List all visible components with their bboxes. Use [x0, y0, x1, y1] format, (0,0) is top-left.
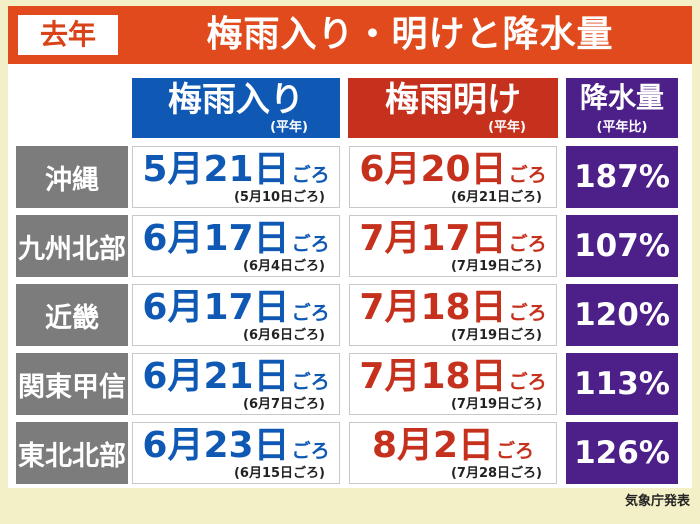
- rainy-start-date: 6月21日 ごろ: [142, 356, 330, 397]
- column-header-sub: (平年比): [596, 120, 648, 135]
- page-title: 梅雨入り・明けと降水量: [206, 14, 614, 55]
- column-header-sub: (平年): [270, 120, 308, 135]
- column-header-label: 梅雨明け: [385, 80, 521, 120]
- region-label-kanto-koshin: 関東甲信: [16, 353, 128, 415]
- region-label-tohoku-north: 東北北部: [16, 422, 128, 484]
- rainy-end-cell: 7月17日 ごろ (7月19日ごろ): [349, 215, 557, 277]
- rainy-end-date: 7月18日 ごろ: [359, 287, 547, 328]
- rainy-end-normal: (7月28日ごろ): [450, 466, 542, 481]
- rainy-start-normal: (6月6日ごろ): [243, 328, 325, 343]
- rainy-end-date: 7月18日 ごろ: [359, 356, 547, 397]
- region-label-kinki: 近畿: [16, 284, 128, 346]
- rainy-end-cell: 7月18日 ごろ (7月19日ごろ): [349, 353, 557, 415]
- year-badge: 去年: [18, 15, 118, 55]
- column-header-rainy-end: 梅雨明け (平年): [348, 78, 558, 138]
- rainy-end-date: 8月2日 ごろ: [371, 425, 535, 466]
- rainy-end-cell: 7月18日 ごろ (7月19日ごろ): [349, 284, 557, 346]
- rainy-end-normal: (6月21日ごろ): [450, 190, 542, 205]
- title-bar: 去年 梅雨入り・明けと降水量: [8, 6, 692, 64]
- rainy-start-normal: (6月7日ごろ): [243, 397, 325, 412]
- rainfall-percent: 126%: [566, 422, 678, 484]
- rainy-start-cell: 6月23日 ごろ (6月15日ごろ): [132, 422, 340, 484]
- rainy-end-cell: 8月2日 ごろ (7月28日ごろ): [349, 422, 557, 484]
- rainy-end-date: 6月20日 ごろ: [359, 149, 547, 190]
- column-header-rainy-start: 梅雨入り (平年): [132, 78, 340, 138]
- rainfall-percent: 113%: [566, 353, 678, 415]
- rainy-start-date: 6月17日 ごろ: [142, 287, 330, 328]
- column-header-rainfall: 降水量 (平年比): [566, 78, 678, 138]
- region-label-okinawa: 沖縄: [16, 146, 128, 208]
- rainy-end-normal: (7月19日ごろ): [450, 259, 542, 274]
- rainy-start-cell: 5月21日 ごろ (5月10日ごろ): [132, 146, 340, 208]
- rainfall-percent: 120%: [566, 284, 678, 346]
- column-header-sub: (平年): [488, 120, 526, 135]
- column-header-label: 降水量: [579, 81, 664, 114]
- rainy-start-normal: (5月10日ごろ): [233, 190, 325, 205]
- rainy-end-date: 7月17日 ごろ: [359, 218, 547, 259]
- source-credit: 気象庁発表: [624, 494, 690, 509]
- rainy-start-cell: 6月17日 ごろ (6月4日ごろ): [132, 215, 340, 277]
- column-header-label: 梅雨入り: [168, 80, 304, 120]
- rainy-start-cell: 6月21日 ごろ (6月7日ごろ): [132, 353, 340, 415]
- rainy-start-normal: (6月15日ごろ): [233, 466, 325, 481]
- region-label-kyushu-north: 九州北部: [16, 215, 128, 277]
- rainy-start-cell: 6月17日 ごろ (6月6日ごろ): [132, 284, 340, 346]
- rainfall-percent: 107%: [566, 215, 678, 277]
- rainy-start-date: 6月23日 ごろ: [142, 425, 330, 466]
- rainy-start-normal: (6月4日ごろ): [243, 259, 325, 274]
- rainy-start-date: 5月21日 ごろ: [142, 149, 330, 190]
- rainy-start-date: 6月17日 ごろ: [142, 218, 330, 259]
- rainy-end-normal: (7月19日ごろ): [450, 397, 542, 412]
- rainy-end-cell: 6月20日 ごろ (6月21日ごろ): [349, 146, 557, 208]
- rainy-end-normal: (7月19日ごろ): [450, 328, 542, 343]
- rainfall-percent: 187%: [566, 146, 678, 208]
